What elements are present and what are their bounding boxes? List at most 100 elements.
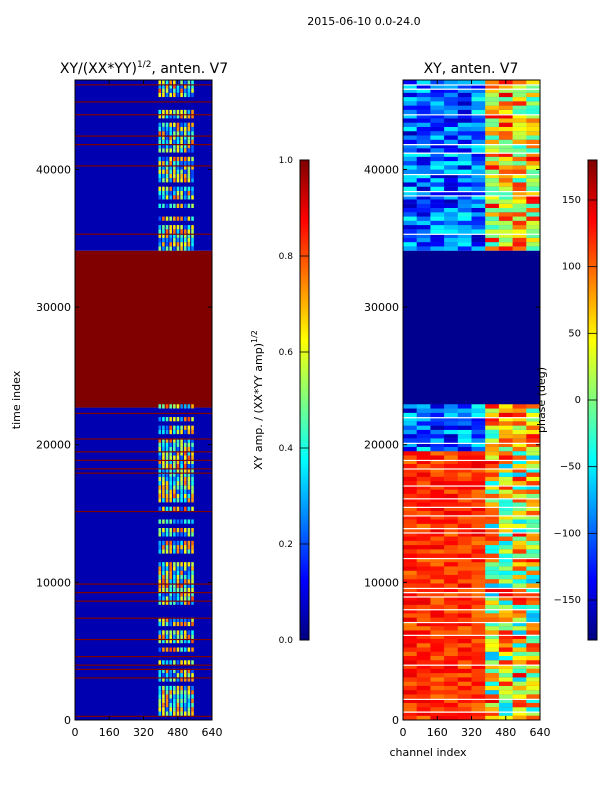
cell xyxy=(485,246,500,251)
cell xyxy=(158,190,162,196)
cell xyxy=(403,237,418,243)
cell xyxy=(173,88,176,93)
cell xyxy=(416,587,431,592)
cell xyxy=(158,587,162,592)
cell xyxy=(457,122,472,127)
cell xyxy=(444,579,459,584)
cell xyxy=(191,690,194,695)
cell xyxy=(158,711,162,716)
cell xyxy=(416,438,431,443)
cell xyxy=(165,677,169,682)
cell xyxy=(169,579,172,584)
cell xyxy=(173,587,176,592)
cell xyxy=(176,169,180,174)
cell xyxy=(498,557,514,563)
cell xyxy=(158,144,162,149)
cell xyxy=(403,673,418,678)
cell xyxy=(471,195,486,200)
cell xyxy=(430,139,445,144)
flag-line xyxy=(75,638,212,641)
cell xyxy=(183,246,187,251)
colorbar-tick-label: 0 xyxy=(575,395,581,406)
cell xyxy=(430,604,445,610)
cell xyxy=(169,225,172,230)
cell xyxy=(173,178,176,183)
cell xyxy=(162,702,165,708)
cell xyxy=(512,481,527,486)
cell xyxy=(183,438,187,443)
cell xyxy=(526,468,540,473)
cell xyxy=(173,673,176,678)
cell xyxy=(498,114,514,119)
cell xyxy=(165,216,169,221)
cell xyxy=(416,711,431,716)
cell xyxy=(162,438,165,443)
cell xyxy=(512,101,527,106)
cell xyxy=(180,498,183,503)
cell xyxy=(180,468,183,473)
cell xyxy=(162,203,165,208)
cell xyxy=(169,190,172,196)
cell xyxy=(162,190,165,196)
cell xyxy=(444,553,459,558)
cell xyxy=(416,690,431,695)
cell xyxy=(158,417,162,422)
cell xyxy=(526,481,540,486)
cell xyxy=(162,92,165,98)
cell xyxy=(180,114,183,119)
cell xyxy=(191,225,194,230)
cell xyxy=(180,195,183,200)
cell xyxy=(158,216,162,221)
cell xyxy=(176,660,180,665)
cell xyxy=(457,139,472,144)
cell xyxy=(471,105,486,110)
cell xyxy=(526,421,540,426)
cell xyxy=(498,464,514,469)
cell xyxy=(403,481,418,486)
cell xyxy=(165,574,169,580)
cell xyxy=(526,485,540,490)
cell xyxy=(180,583,183,588)
cell xyxy=(162,685,165,691)
cell xyxy=(485,446,500,452)
cell xyxy=(444,715,459,720)
cell xyxy=(187,139,191,144)
cell xyxy=(526,668,540,674)
cell xyxy=(498,668,514,674)
cell xyxy=(485,88,500,93)
cell xyxy=(165,229,169,234)
cell xyxy=(191,114,194,119)
cell xyxy=(430,468,445,473)
cell xyxy=(169,186,172,191)
cell xyxy=(416,626,431,631)
cell xyxy=(187,707,191,712)
cell xyxy=(471,532,486,537)
cell xyxy=(512,464,527,469)
cell xyxy=(180,425,183,430)
cell xyxy=(526,583,540,588)
cell xyxy=(457,237,472,243)
cell xyxy=(403,545,418,550)
cell xyxy=(173,545,176,550)
cell xyxy=(416,80,431,85)
cell xyxy=(485,485,500,490)
cell xyxy=(498,237,514,243)
cell xyxy=(457,656,472,661)
cell xyxy=(471,626,486,631)
cell xyxy=(403,190,418,196)
cell xyxy=(176,468,180,473)
cell xyxy=(457,233,472,238)
cell xyxy=(471,562,486,567)
cell xyxy=(526,105,540,110)
cell xyxy=(512,152,527,157)
cell xyxy=(180,707,183,712)
cell xyxy=(512,553,527,558)
cell xyxy=(512,681,527,686)
cell xyxy=(471,169,486,174)
cell xyxy=(169,677,172,682)
cell xyxy=(457,199,472,204)
cell xyxy=(526,434,540,439)
cell xyxy=(526,212,540,217)
cell xyxy=(526,711,540,716)
x-tick-label: 320 xyxy=(133,726,154,739)
